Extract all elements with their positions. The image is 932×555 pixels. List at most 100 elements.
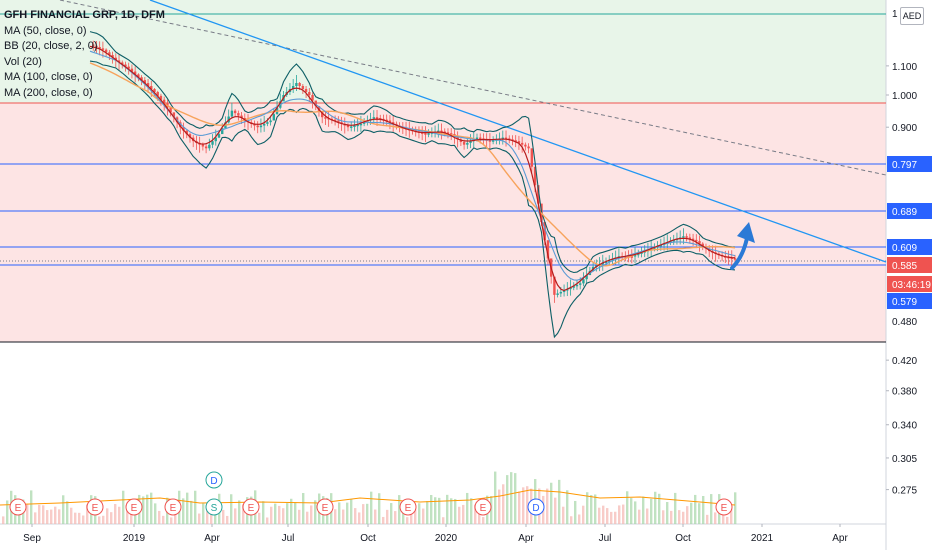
candle-body: [624, 256, 627, 258]
candle-body: [362, 122, 366, 124]
candle-body: [188, 134, 192, 138]
volume-bar: [730, 508, 733, 524]
candle-body: [240, 115, 243, 119]
volume-bar: [282, 508, 285, 524]
candle-body: [569, 287, 572, 290]
volume-bar: [30, 490, 33, 524]
time-tick-label: 2021: [751, 533, 774, 544]
price-tag-bg: [887, 203, 932, 219]
blue-trendline[interactable]: [149, 0, 887, 263]
volume-bar: [714, 512, 717, 524]
volume-bar: [490, 496, 493, 524]
candle-body: [608, 260, 611, 262]
event-marker-label: E: [721, 503, 728, 514]
candle-body: [230, 110, 234, 117]
event-marker[interactable]: E: [86, 498, 104, 516]
event-marker[interactable]: E: [316, 498, 334, 516]
volume-bar: [198, 513, 201, 524]
time-tick-label: Jul: [282, 533, 295, 544]
indicator-ma100[interactable]: MA (100, close, 0): [4, 71, 93, 83]
event-marker[interactable]: D: [527, 498, 545, 516]
event-marker[interactable]: E: [715, 498, 733, 516]
indicator-bb[interactable]: BB (20, close, 2, 0): [4, 40, 98, 52]
volume-bar: [142, 496, 145, 524]
price-tick-label: 0.275: [892, 486, 917, 497]
volume-bar: [398, 495, 401, 524]
candle-body: [391, 122, 395, 124]
volume-bar: [546, 488, 549, 524]
candle-body: [121, 62, 124, 65]
event-marker[interactable]: E: [399, 498, 417, 516]
volume-bar: [670, 510, 673, 524]
volume-bar: [686, 506, 689, 524]
candle-body: [450, 133, 453, 135]
volume-bar: [482, 517, 485, 524]
time-tick-label: Apr: [204, 533, 220, 544]
candle-body: [311, 95, 314, 101]
volume-bar: [78, 512, 81, 524]
dashed-trendline[interactable]: [59, 0, 887, 176]
event-marker[interactable]: E: [164, 498, 182, 516]
volume-bar: [642, 496, 645, 524]
time-axis: Sep 2019 Apr Jul Oct 2020 Apr Jul Oct 2021 Apr: [23, 524, 848, 544]
volume-bar: [674, 492, 677, 524]
volume-bar: [406, 517, 409, 524]
candle-body: [649, 248, 653, 251]
candle-body: [659, 244, 663, 247]
event-marker-label: E: [480, 503, 487, 514]
volume-bar: [310, 505, 313, 524]
event-marker-circle: [164, 498, 182, 516]
event-markers[interactable]: E E E E S E E E E D E D: [9, 471, 733, 516]
currency-badge[interactable]: AED: [900, 7, 924, 25]
candle-body: [604, 261, 608, 263]
volume-bar: [706, 514, 709, 524]
candle-body: [156, 91, 159, 96]
candle-body: [469, 141, 472, 143]
event-marker-label: D: [210, 476, 217, 487]
volume-bar: [498, 489, 501, 524]
volume-bar: [646, 508, 649, 524]
candle-body: [333, 119, 337, 122]
event-marker-dividend[interactable]: D: [205, 471, 223, 489]
indicator-vol[interactable]: Vol (20): [4, 55, 42, 68]
volume-bar: [6, 500, 9, 524]
candle-body: [291, 86, 295, 90]
candle-body: [633, 254, 637, 257]
candle-body: [101, 48, 105, 50]
event-marker-circle: [474, 498, 492, 516]
up-arrow[interactable]: [730, 222, 755, 270]
candle-body: [172, 112, 176, 118]
candle-body: [359, 123, 363, 126]
candle-body: [533, 166, 537, 186]
candle-body: [388, 120, 392, 123]
candle-body: [104, 49, 108, 53]
event-marker[interactable]: E: [9, 498, 27, 516]
volume-bar: [370, 491, 373, 524]
volume-bar: [734, 492, 737, 524]
indicator-ma200[interactable]: MA (200, close, 0): [4, 86, 93, 99]
volume-bar: [362, 504, 365, 524]
candle-body: [301, 86, 305, 90]
event-marker[interactable]: S: [205, 498, 223, 516]
volume-bar: [434, 497, 437, 524]
volume-bar: [54, 506, 57, 524]
volume-bar: [562, 506, 565, 524]
event-marker[interactable]: E: [242, 498, 260, 516]
volume-bar: [586, 492, 589, 524]
volume-bar: [510, 472, 513, 524]
volume-bar: [418, 503, 421, 524]
candle-body: [211, 141, 214, 145]
event-marker[interactable]: E: [474, 498, 492, 516]
indicator-ma50[interactable]: MA (50, close, 0): [4, 24, 87, 37]
event-marker-label: D: [532, 503, 539, 514]
candle-body: [446, 132, 450, 134]
time-tick-label: Oct: [675, 533, 691, 544]
volume-bar: [158, 510, 161, 524]
event-marker[interactable]: E: [125, 498, 143, 516]
candle-body: [185, 130, 188, 135]
candle-body: [653, 247, 656, 249]
volume-bar: [574, 500, 577, 524]
candle-body: [237, 113, 240, 116]
